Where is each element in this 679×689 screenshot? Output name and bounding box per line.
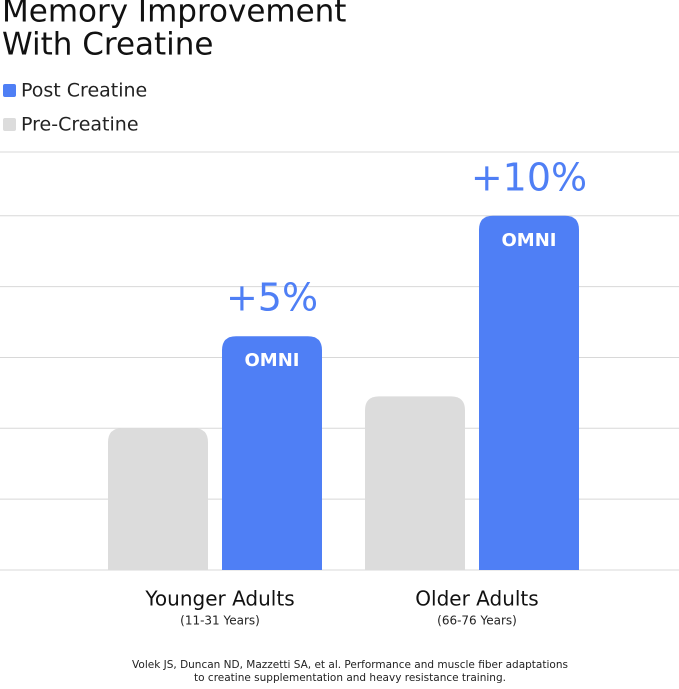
legend-label: Pre-Creatine bbox=[21, 114, 139, 136]
x-tick-sublabel: (11-31 Years) bbox=[180, 614, 260, 628]
bar bbox=[479, 215, 579, 571]
bar bbox=[108, 428, 208, 570]
chart-title: Memory Improvement bbox=[2, 0, 346, 30]
bar-label: OMNI bbox=[245, 350, 300, 371]
bar-label: OMNI bbox=[502, 230, 557, 251]
footnote: to creatine supplementation and heavy re… bbox=[194, 672, 506, 684]
bar-annotation: +10% bbox=[471, 155, 587, 199]
legend-swatch bbox=[3, 118, 16, 131]
bar bbox=[222, 336, 322, 570]
x-tick-label: Younger Adults bbox=[144, 587, 294, 611]
bar-annotation: +5% bbox=[226, 276, 318, 320]
x-tick-label: Older Adults bbox=[415, 587, 538, 611]
footnote: Volek JS, Duncan ND, Mazzetti SA, et al.… bbox=[132, 659, 568, 671]
bar bbox=[365, 396, 465, 570]
x-tick-sublabel: (66-76 Years) bbox=[437, 614, 517, 628]
chart-title: With Creatine bbox=[2, 27, 214, 63]
legend-swatch bbox=[3, 84, 16, 97]
legend-label: Post Creatine bbox=[21, 80, 147, 102]
